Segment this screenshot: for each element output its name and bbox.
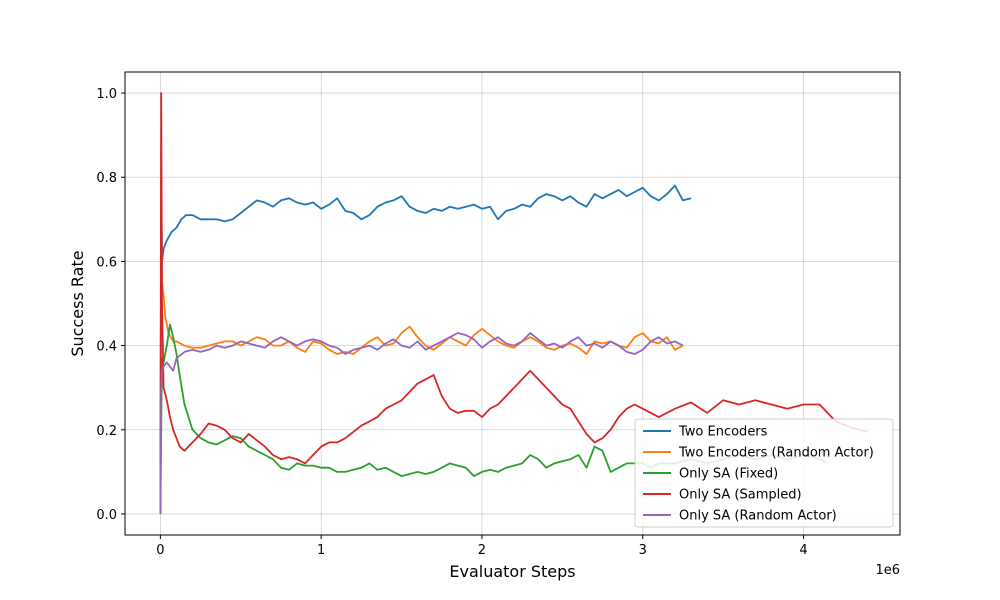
series-line-5	[159, 332, 684, 515]
legend-entry: Two Encoders (Random Actor)	[678, 446, 874, 461]
y-axis-label: Success Rate	[68, 250, 87, 356]
series-line-1	[159, 176, 692, 515]
legend-entry: Only SA (Sampled)	[679, 488, 802, 503]
series-line-2	[159, 176, 684, 515]
legend-entry: Only SA (Fixed)	[679, 467, 778, 482]
y-tick-label: 1.0	[96, 87, 117, 102]
x-tick-label: 1	[317, 543, 325, 558]
x-axis-label: Evaluator Steps	[449, 562, 575, 581]
plot-frame	[124, 71, 901, 536]
y-tick-label: 0.0	[96, 508, 117, 523]
y-tick-label: 0.2	[96, 424, 117, 439]
y-tick-label: 0.4	[96, 340, 117, 355]
x-axis: 0 1 2 3 4	[156, 535, 808, 558]
y-tick-label: 0.8	[96, 171, 117, 186]
legend-entry: Two Encoders	[678, 425, 768, 440]
y-tick-label: 0.6	[96, 255, 117, 270]
legend: Two Encoders Two Encoders (Random Actor) O…	[634, 418, 894, 528]
legend-box	[634, 418, 894, 528]
y-axis: 0.0 0.2 0.4 0.6 0.8 1.0	[96, 87, 125, 523]
x-tick-label: 4	[799, 543, 807, 558]
x-tick-label: 3	[639, 543, 647, 558]
x-tick-label: 2	[478, 543, 486, 558]
x-tick-label: 0	[156, 543, 164, 558]
legend-entry: Only SA (Random Actor)	[679, 509, 837, 524]
x-axis-offset-label: 1e6	[875, 563, 900, 578]
series-line-4	[159, 92, 869, 515]
